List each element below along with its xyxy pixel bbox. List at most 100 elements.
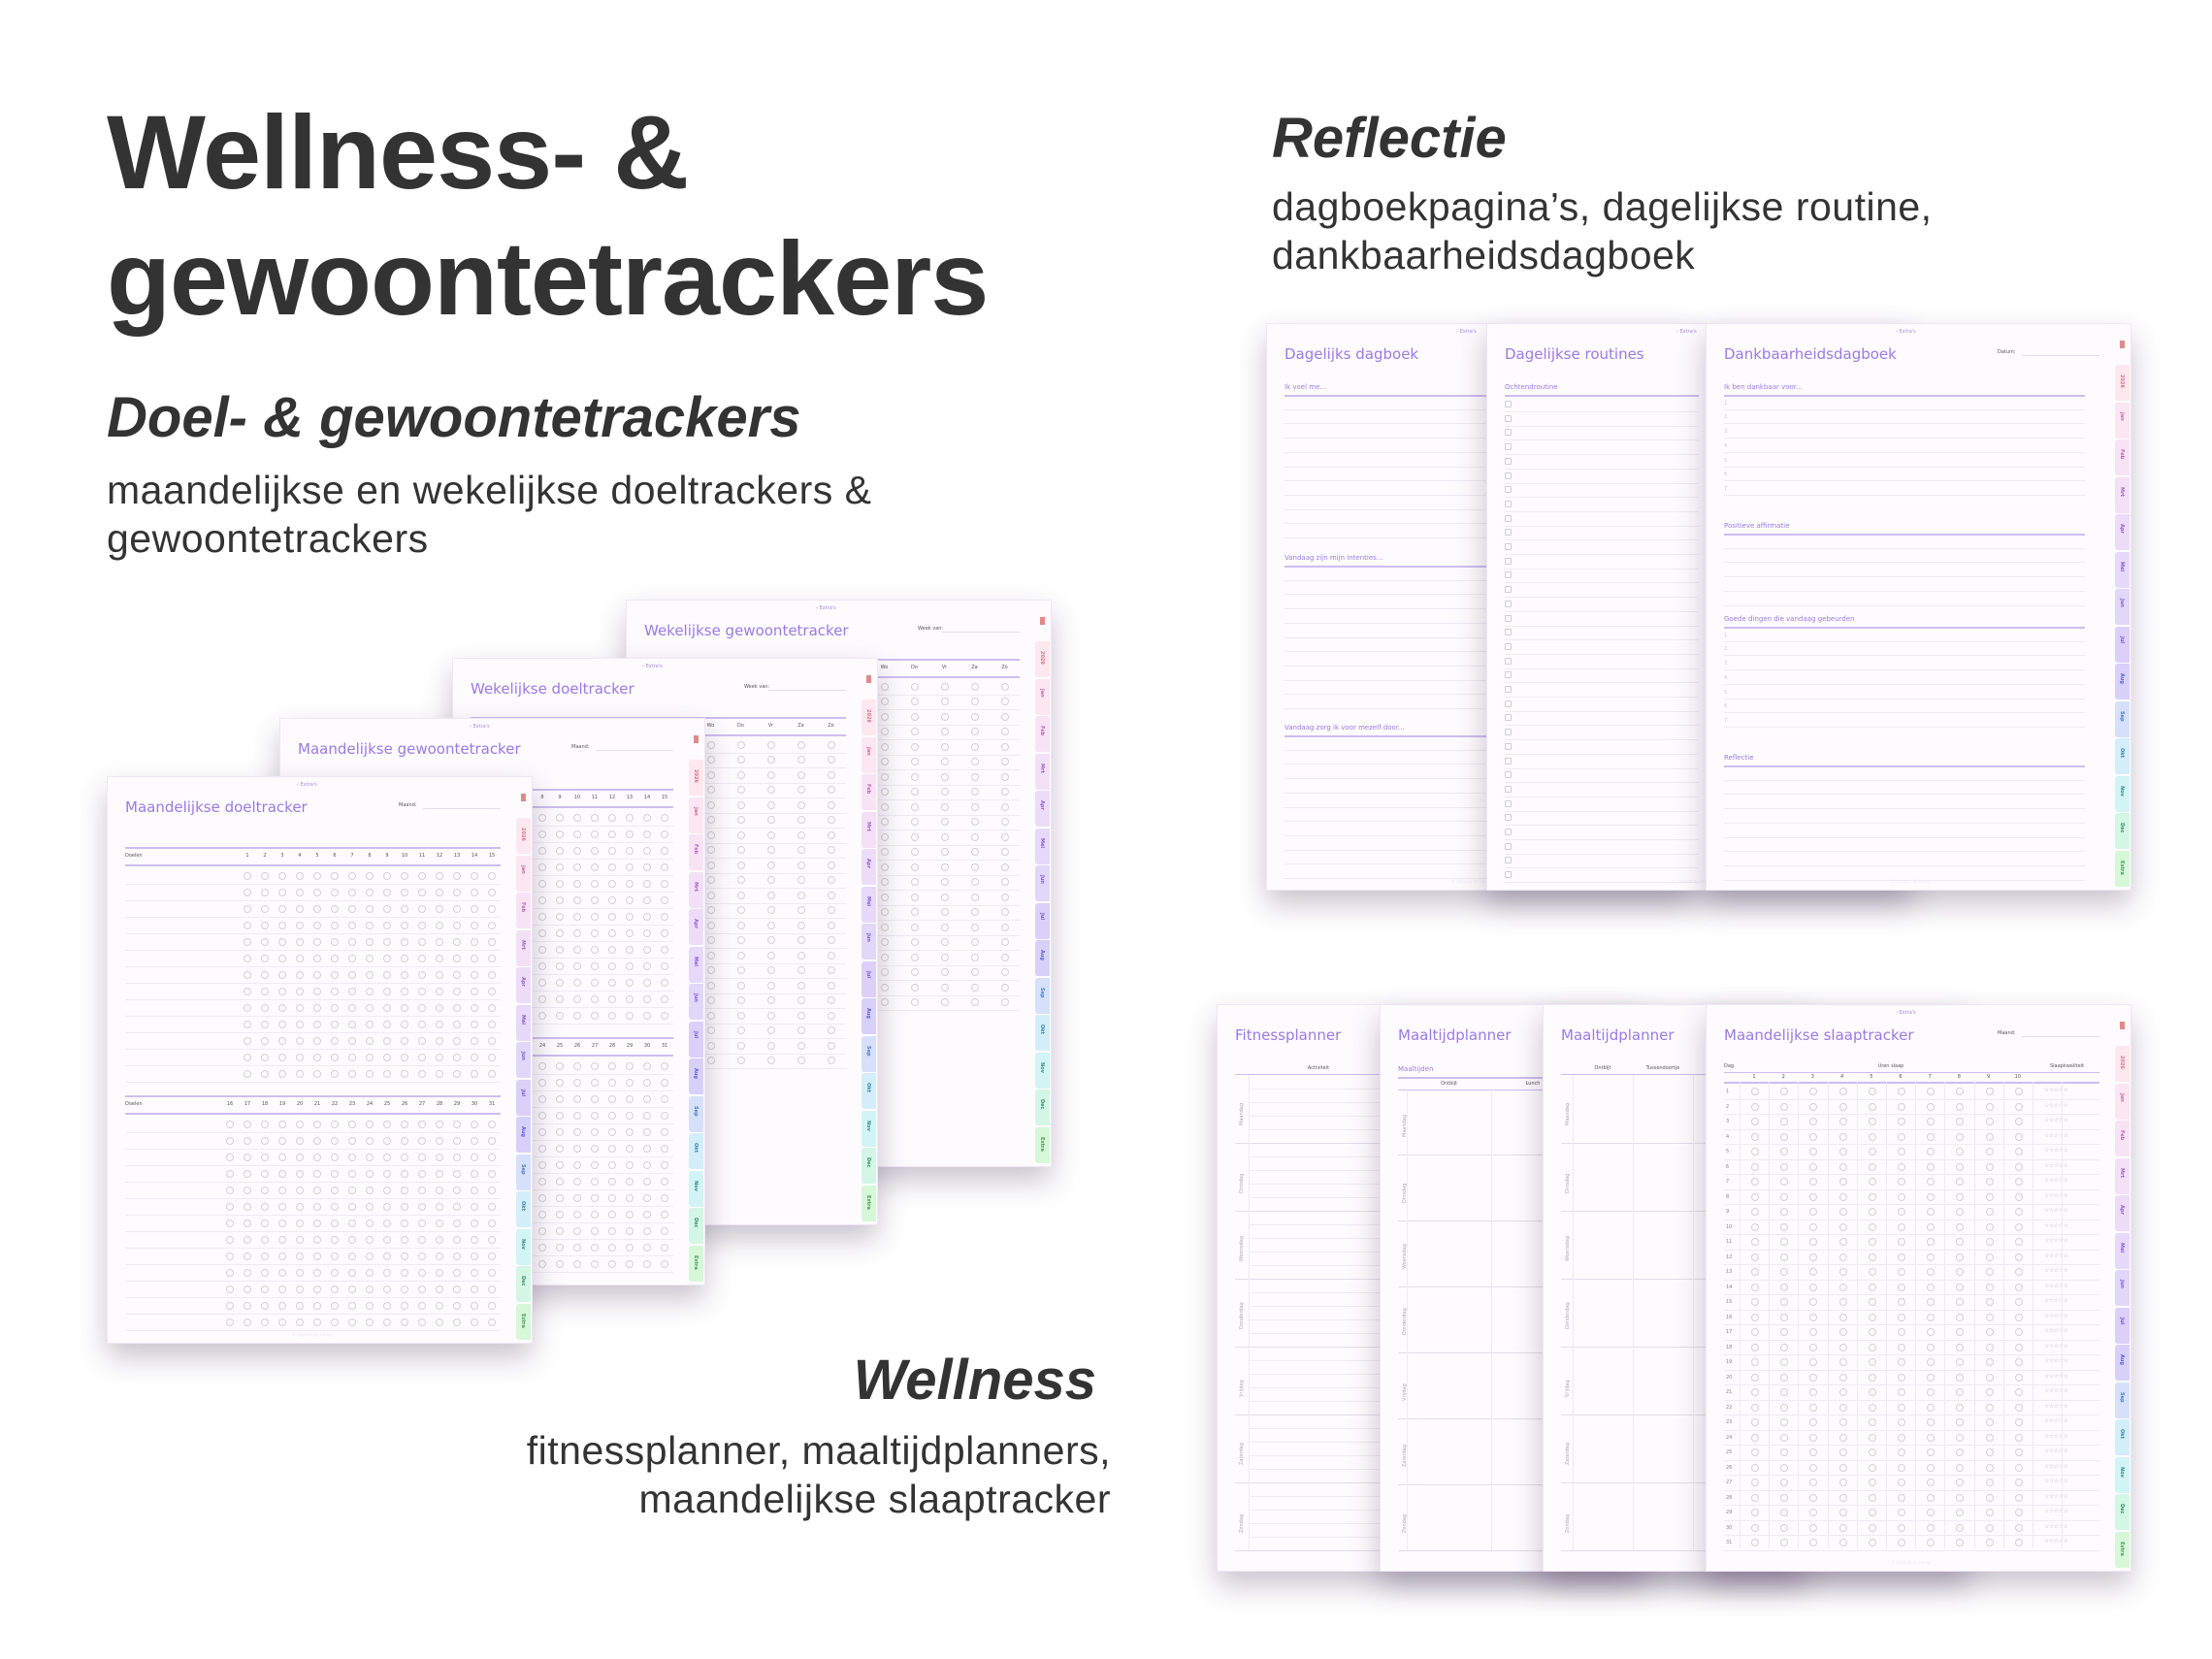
- tracker-checkbox[interactable]: [797, 770, 805, 779]
- writing-line[interactable]: [1285, 480, 1645, 482]
- tracker-checkbox[interactable]: [296, 1136, 304, 1145]
- tracker-checkbox[interactable]: [261, 1036, 269, 1045]
- tracker-checkbox[interactable]: [626, 895, 634, 904]
- tracker-checkbox[interactable]: [488, 1153, 496, 1161]
- tracker-checkbox[interactable]: [261, 1252, 269, 1260]
- tracker-checkbox[interactable]: [418, 921, 426, 929]
- sleep-hour-checkbox[interactable]: [1838, 1479, 1847, 1486]
- tracker-checkbox[interactable]: [1000, 758, 1009, 766]
- writing-line[interactable]: [1724, 438, 2085, 439]
- writing-line[interactable]: [1724, 683, 2085, 685]
- routine-checkbox[interactable]: [1505, 600, 1512, 607]
- sleep-hour-checkbox[interactable]: [1751, 1268, 1759, 1276]
- tracker-checkbox[interactable]: [736, 1026, 745, 1035]
- tracker-checkbox[interactable]: [661, 1177, 668, 1186]
- sleep-hour-checkbox[interactable]: [1898, 1148, 1905, 1155]
- writing-line[interactable]: [1724, 794, 2085, 796]
- routine-checkbox[interactable]: [1505, 443, 1512, 451]
- tracker-checkbox[interactable]: [471, 1202, 478, 1211]
- tracker-checkbox[interactable]: [766, 1026, 775, 1035]
- tracker-checkbox[interactable]: [383, 921, 391, 929]
- writing-line[interactable]: [1724, 547, 2085, 549]
- sleep-hour-checkbox[interactable]: [1898, 1268, 1905, 1276]
- tracker-checkbox[interactable]: [296, 1186, 304, 1194]
- tracker-checkbox[interactable]: [880, 788, 889, 797]
- sleep-hour-checkbox[interactable]: [1868, 1328, 1876, 1336]
- tracker-checkbox[interactable]: [244, 921, 251, 929]
- tracker-checkbox[interactable]: [244, 1036, 251, 1045]
- tracker-checkbox[interactable]: [401, 1036, 408, 1045]
- sleep-hour-checkbox[interactable]: [1927, 1373, 1936, 1382]
- tracker-checkbox[interactable]: [766, 891, 775, 899]
- tracker-checkbox[interactable]: [348, 921, 356, 929]
- sleep-hour-checkbox[interactable]: [1868, 1088, 1876, 1095]
- sleep-hour-checkbox[interactable]: [1780, 1343, 1789, 1351]
- sleep-hour-checkbox[interactable]: [1898, 1388, 1905, 1396]
- tracker-checkbox[interactable]: [797, 981, 805, 990]
- tracker-checkbox[interactable]: [1000, 848, 1009, 857]
- sleep-hour-checkbox[interactable]: [1868, 1463, 1876, 1472]
- tracker-checkbox[interactable]: [366, 1169, 374, 1178]
- sleep-hour-checkbox[interactable]: [1956, 1463, 1965, 1472]
- tracker-checkbox[interactable]: [436, 1235, 443, 1244]
- routine-checkbox[interactable]: [1505, 629, 1512, 636]
- tracker-checkbox[interactable]: [348, 1003, 356, 1012]
- tracker-checkbox[interactable]: [706, 816, 715, 825]
- tracker-checkbox[interactable]: [736, 1057, 745, 1065]
- tracker-checkbox[interactable]: [348, 970, 356, 979]
- tracker-checkbox[interactable]: [797, 951, 805, 960]
- tracker-checkbox[interactable]: [591, 1078, 599, 1087]
- tracker-checkbox[interactable]: [643, 1226, 651, 1235]
- tracker-checkbox[interactable]: [418, 1020, 426, 1028]
- tracker-checkbox[interactable]: [278, 1136, 286, 1145]
- tracker-checkbox[interactable]: [436, 1069, 443, 1078]
- sleep-hour-checkbox[interactable]: [1898, 1418, 1905, 1426]
- tracker-checkbox[interactable]: [643, 1193, 651, 1202]
- sleep-hour-checkbox[interactable]: [1898, 1539, 1905, 1546]
- tracker-checkbox[interactable]: [313, 1153, 321, 1161]
- sleep-hour-checkbox[interactable]: [1751, 1208, 1759, 1216]
- sleep-hour-checkbox[interactable]: [1956, 1148, 1965, 1155]
- tracker-checkbox[interactable]: [661, 1193, 668, 1202]
- tracker-checkbox[interactable]: [827, 966, 835, 975]
- sleep-hour-checkbox[interactable]: [1898, 1493, 1905, 1502]
- tracker-checkbox[interactable]: [471, 1285, 478, 1293]
- tracker-checkbox[interactable]: [643, 813, 651, 822]
- tracker-checkbox[interactable]: [1000, 698, 1009, 706]
- tracker-checkbox[interactable]: [661, 1094, 668, 1103]
- tracker-checkbox[interactable]: [488, 1136, 496, 1145]
- sleep-hour-checkbox[interactable]: [1985, 1479, 1994, 1486]
- tracker-checkbox[interactable]: [331, 1202, 339, 1211]
- tracker-checkbox[interactable]: [556, 1011, 564, 1020]
- sleep-hour-checkbox[interactable]: [1751, 1403, 1759, 1412]
- sleep-hour-checkbox[interactable]: [1868, 1493, 1876, 1502]
- tracker-checkbox[interactable]: [910, 772, 919, 781]
- tracker-checkbox[interactable]: [418, 871, 426, 880]
- sleep-hour-checkbox[interactable]: [2014, 1118, 2023, 1125]
- tracker-checkbox[interactable]: [278, 1186, 286, 1194]
- tracker-checkbox[interactable]: [453, 954, 461, 962]
- sleep-hour-checkbox[interactable]: [1985, 1222, 1994, 1231]
- tracker-checkbox[interactable]: [278, 1020, 286, 1028]
- tracker-checkbox[interactable]: [453, 1252, 461, 1260]
- sleep-quality-stars[interactable]: ☆☆☆☆☆: [2044, 1117, 2068, 1123]
- tracker-checkbox[interactable]: [453, 1219, 461, 1227]
- tracker-checkbox[interactable]: [661, 895, 668, 904]
- tracker-checkbox[interactable]: [261, 937, 269, 946]
- tracker-checkbox[interactable]: [471, 970, 478, 979]
- tracker-checkbox[interactable]: [331, 1301, 339, 1310]
- tracker-checkbox[interactable]: [910, 682, 919, 691]
- tracker-checkbox[interactable]: [418, 1153, 426, 1161]
- tracker-checkbox[interactable]: [556, 1061, 564, 1070]
- sleep-hour-checkbox[interactable]: [2014, 1283, 2023, 1291]
- tracker-checkbox[interactable]: [366, 1120, 374, 1128]
- sleep-hour-checkbox[interactable]: [1868, 1238, 1876, 1246]
- tracker-checkbox[interactable]: [573, 1144, 581, 1153]
- planner-page-dank[interactable]: ‹ Extra's Dankbaarheidsdagboek Datum: 2026 J…: [1706, 323, 2131, 891]
- routine-checkbox[interactable]: [1505, 642, 1512, 650]
- sleep-hour-checkbox[interactable]: [1868, 1252, 1876, 1261]
- writing-line[interactable]: [1285, 651, 1645, 653]
- tracker-checkbox[interactable]: [591, 1144, 599, 1153]
- writing-line[interactable]: [1285, 494, 1645, 496]
- tracker-checkbox[interactable]: [313, 1053, 321, 1061]
